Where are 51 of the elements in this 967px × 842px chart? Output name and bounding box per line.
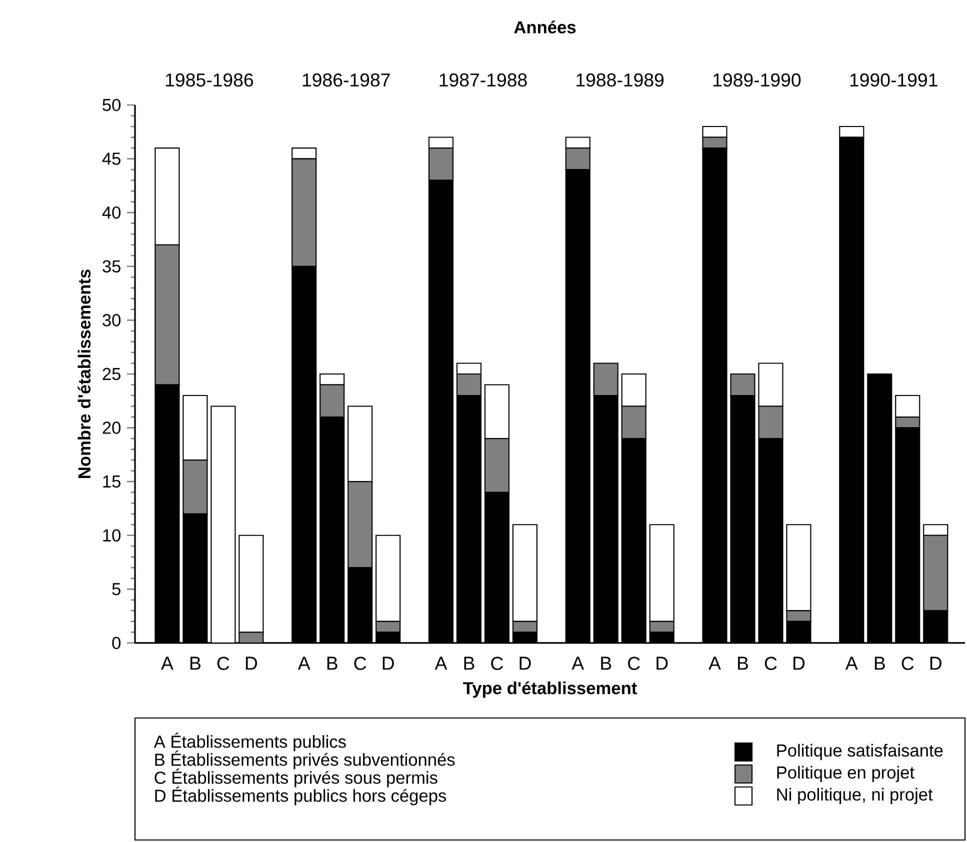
text: 1986-1987 [302,73,390,87]
x-tick-label: B [874,656,885,670]
text: 1987-1988 [440,73,527,87]
y-tick-label: 40 [102,206,121,219]
x-tick-label: A [434,656,448,670]
y-tick-label: 10 [103,529,121,542]
y-tick-label: 0 [112,636,121,650]
text: 1990-1991 [850,73,938,87]
x-tick-label: D [520,656,531,670]
y-tick-label: 5 [112,583,120,596]
y-tick-label: 20 [102,422,121,434]
y-tick-label: 30 [102,314,121,326]
x-tick-label: A [161,656,174,670]
x-axis-title: Type d'établissement [463,681,637,698]
y-axis-title: Nombre d'établissements [78,270,91,478]
x-tick-label: C [217,656,230,670]
x-tick-label: D [930,656,942,670]
x-tick-label: C [764,656,777,670]
x-tick-label: A [845,656,858,670]
x-tick-label: B [190,656,200,670]
x-tick-label: A [708,656,721,670]
x-tick-label: A [572,656,584,670]
legend-label: Politique en projet [777,766,914,782]
x-tick-label: B [738,656,748,670]
x-tick-label: B [327,656,338,670]
legend-label: Politique satisfaisante [777,744,943,760]
chart-title: Années [514,20,576,34]
text: A Établissements publics [154,732,346,752]
x-tick-label: C [902,656,914,670]
x-tick-label: D [382,656,394,670]
x-tick-label: C [354,656,366,670]
x-tick-label: B [601,656,612,670]
y-tick-label: 35 [102,260,120,273]
x-tick-label: C [491,656,503,670]
y-tick-label: 50 [102,98,121,112]
text: 1985-1986 [166,73,253,87]
text: C Établissements privés sous permis [154,768,438,788]
text: 1989-1990 [713,73,801,87]
y-tick-label: 15 [103,476,120,488]
y-tick-label: 25 [102,368,120,380]
x-tick-label: A [298,656,310,670]
x-tick-label: D [794,656,805,670]
x-tick-label: B [464,656,474,670]
y-tick-label: 45 [102,152,120,165]
x-tick-label: D [246,656,258,670]
x-tick-label: D [656,656,668,670]
text: B Établissements privés subventionnés [155,750,455,770]
text: D Établissements publics hors cégeps [155,786,446,806]
text: 1988-1989 [576,73,664,87]
legend-label: Ni politique, ni projet [777,788,933,804]
x-tick-label: C [628,656,640,670]
